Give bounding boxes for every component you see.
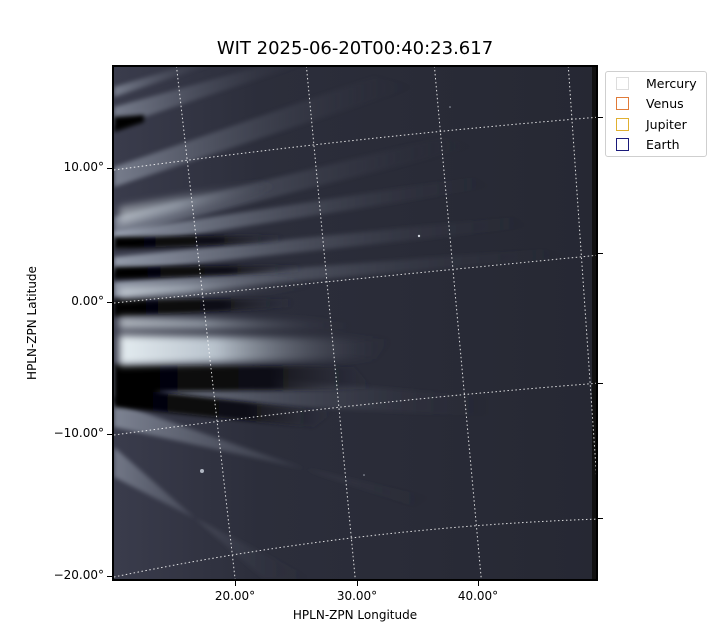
legend-label: Earth — [646, 136, 680, 152]
legend-label: Mercury — [646, 75, 697, 91]
y-tick-mark — [107, 168, 112, 169]
y-tick-label: −10.00° — [53, 426, 104, 440]
right-tick-mark — [598, 518, 603, 519]
y-tick-label: 0.00° — [71, 294, 104, 308]
right-tick-mark — [598, 117, 603, 118]
y-tick-mark — [107, 434, 112, 435]
image-title: WIT 2025-06-20T00:40:23.617 — [216, 38, 494, 59]
x-tick-mark — [357, 581, 358, 586]
coronal-streamer-image — [114, 67, 596, 579]
legend-label: Venus — [646, 95, 684, 111]
legend-item-earth: Earth — [616, 136, 680, 152]
venus-swatch — [616, 96, 629, 110]
legend-item-venus: Venus — [616, 95, 684, 111]
legend-item-jupiter: Jupiter — [616, 116, 687, 132]
y-tick-mark — [107, 576, 112, 577]
right-tick-mark — [598, 253, 603, 254]
legend-item-mercury: Mercury — [616, 75, 697, 91]
y-tick-label: 10.00° — [63, 160, 104, 174]
y-tick-label: −20.00° — [53, 568, 104, 582]
x-tick-label: 20.00° — [214, 589, 256, 603]
legend-label: Jupiter — [646, 116, 687, 132]
planet-legend: Mercury Venus Jupiter Earth — [605, 71, 707, 157]
right-tick-mark — [598, 383, 603, 384]
x-tick-label: 30.00° — [336, 589, 378, 603]
x-tick-label: 40.00° — [457, 589, 499, 603]
x-tick-mark — [235, 581, 236, 586]
jupiter-swatch — [616, 117, 629, 131]
y-tick-mark — [107, 302, 112, 303]
earth-swatch — [616, 137, 629, 151]
mercury-swatch — [616, 76, 629, 90]
x-axis-label: HPLN-ZPN Longitude — [292, 608, 418, 622]
x-tick-mark — [478, 581, 479, 586]
y-axis-label: HPLN-ZPN Latitude — [25, 266, 39, 380]
heliospheric-image-axes — [112, 65, 598, 581]
